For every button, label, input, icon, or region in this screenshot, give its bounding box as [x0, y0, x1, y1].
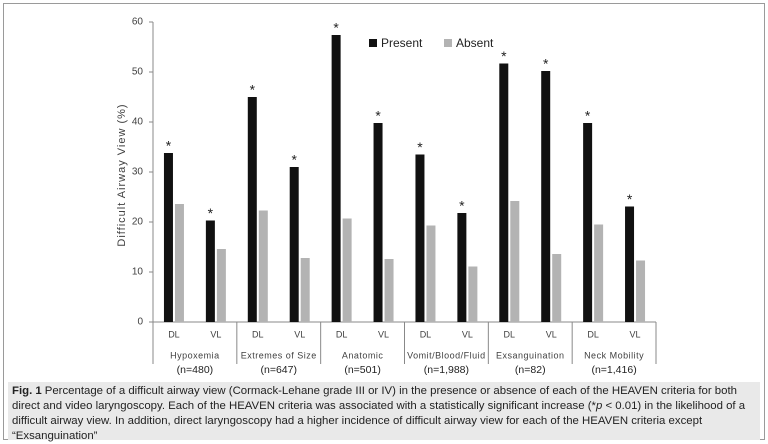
- x-tick-label: DL: [587, 329, 599, 339]
- bar: [583, 123, 593, 322]
- caption-label: Fig. 1: [12, 385, 42, 397]
- group-label: Hypoxemia: [170, 350, 220, 360]
- x-tick-label: VL: [462, 329, 473, 339]
- significance-mark: *: [585, 108, 591, 124]
- legend-swatch: [444, 39, 452, 47]
- bar: [174, 204, 184, 322]
- bar: [300, 258, 310, 322]
- significance-mark: *: [333, 20, 339, 36]
- bar: [457, 213, 467, 322]
- x-tick-label: VL: [546, 329, 557, 339]
- y-axis-label: Difficult Airway View (%): [116, 103, 128, 246]
- bar: [384, 259, 394, 322]
- group-label: Neck Mobility: [584, 350, 644, 360]
- group-label: Extremes of Size: [241, 350, 317, 360]
- chart: Difficult Airway View (%) 0 10 20 30 40 50 60 H…: [116, 17, 657, 376]
- bar: [216, 249, 226, 322]
- bar: [625, 206, 635, 322]
- caption-italic: p: [595, 400, 603, 412]
- group-label: Vomit/Blood/Fluid: [407, 350, 486, 360]
- bar: [594, 224, 604, 322]
- bar: [541, 71, 551, 322]
- group-n: (n=501): [344, 364, 380, 376]
- bar: [258, 210, 268, 322]
- y-tick-label: 0: [137, 317, 143, 328]
- bar: [426, 225, 436, 322]
- bar: [499, 63, 509, 322]
- bar: [247, 97, 257, 322]
- bar: [342, 218, 352, 322]
- group-n: (n=647): [261, 364, 297, 376]
- bar: [331, 35, 341, 322]
- significance-mark: *: [291, 152, 297, 168]
- x-tick-label: DL: [252, 329, 264, 339]
- x-tick-label: DL: [168, 329, 180, 339]
- legend-swatch: [369, 39, 377, 47]
- significance-mark: *: [627, 191, 633, 207]
- x-tick-label: VL: [378, 329, 389, 339]
- bar: [289, 167, 299, 322]
- caption-text: < 0.01) in the likelihood of a difficult…: [12, 400, 746, 442]
- significance-mark: *: [250, 82, 256, 98]
- y-tick-label: 20: [132, 217, 144, 228]
- significance-mark: *: [208, 205, 214, 221]
- bar: [552, 254, 562, 322]
- caption-text: Percentage of a difficult airway view (C…: [12, 385, 737, 412]
- significance-mark: *: [459, 198, 465, 214]
- x-tick-label: DL: [420, 329, 432, 339]
- group-label: Anatomic: [342, 350, 384, 360]
- x-tick-label: VL: [210, 329, 221, 339]
- bar: [468, 266, 478, 322]
- y-tick-label: 60: [132, 17, 144, 28]
- caption: Fig. 1 Percentage of a difficult airway v…: [8, 382, 760, 442]
- group-n: (n=480): [177, 364, 213, 376]
- x-tick-label: VL: [294, 329, 305, 339]
- legend-label: Present: [381, 36, 423, 50]
- significance-mark: *: [543, 56, 549, 72]
- bar: [510, 201, 520, 322]
- bar: [636, 260, 646, 322]
- x-tick-label: DL: [504, 329, 516, 339]
- y-tick-label: 50: [132, 67, 144, 78]
- bar: [415, 154, 425, 322]
- significance-mark: *: [417, 139, 423, 155]
- significance-mark: *: [501, 48, 507, 64]
- group-n: (n=1,988): [424, 364, 469, 376]
- y-tick-label: 30: [132, 167, 144, 178]
- legend-label: Absent: [456, 36, 494, 50]
- x-tick-label: DL: [336, 329, 348, 339]
- significance-mark: *: [375, 108, 381, 124]
- bar: [205, 220, 215, 322]
- significance-mark: *: [166, 138, 172, 154]
- bar: [373, 123, 383, 322]
- group-n: (n=1,416): [591, 364, 636, 376]
- group-label: Exsanguination: [496, 350, 565, 360]
- x-tick-label: VL: [630, 329, 641, 339]
- bar: [163, 153, 173, 322]
- y-tick-label: 10: [132, 267, 144, 278]
- figure: Difficult Airway View (%) 0 10 20 30 40 50 60 H…: [3, 3, 765, 442]
- group-n: (n=82): [515, 364, 546, 376]
- y-tick-label: 40: [132, 117, 144, 128]
